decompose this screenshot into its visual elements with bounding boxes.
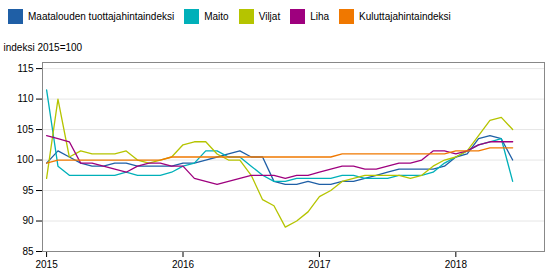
svg-text:indeksi 2015=100: indeksi 2015=100 (4, 42, 83, 53)
svg-text:100: 100 (17, 154, 34, 165)
svg-text:95: 95 (22, 185, 34, 196)
svg-text:105: 105 (17, 124, 34, 135)
html-text:Kuluttajahintaindeksi: Kuluttajahintaindeksi (359, 11, 451, 22)
html-text:Viljat: Viljat (258, 11, 281, 22)
html-text:Liha: Liha (310, 11, 330, 22)
svg-text:2015: 2015 (35, 259, 58, 270)
svg-text:110: 110 (18, 93, 34, 104)
svg-text:2017: 2017 (308, 259, 331, 270)
svg-text:85: 85 (22, 246, 34, 257)
svg-text:2016: 2016 (172, 259, 195, 270)
svg-text:2018: 2018 (445, 259, 468, 270)
html-text:Maatalouden tuottajahintaindek: Maatalouden tuottajahintaindeksi (28, 11, 175, 22)
html-text:Maito: Maito (204, 11, 229, 22)
svg-text:115: 115 (18, 63, 34, 74)
svg-text:90: 90 (22, 215, 34, 226)
